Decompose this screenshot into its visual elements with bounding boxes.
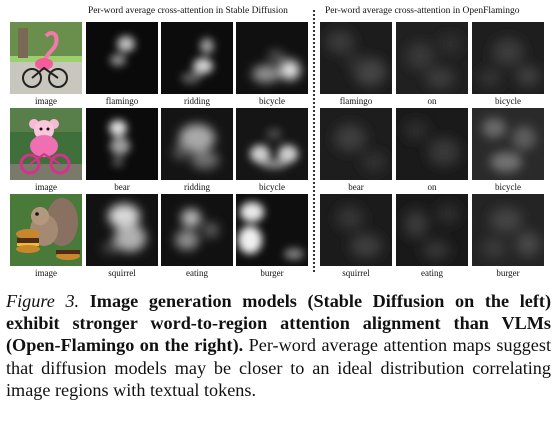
of-word-label: bicycle (495, 182, 521, 192)
sd-attention-map-bicycle (236, 22, 308, 94)
image-label: image (35, 182, 57, 192)
of-word-label: on (427, 182, 437, 192)
sd-attention-map-squirrel (86, 194, 158, 266)
of-word-label: eating (421, 268, 443, 278)
sd-word-label: eating (186, 268, 208, 278)
figure-number: Figure 3. (6, 291, 80, 311)
caption-body: Per-word average attention maps suggest … (6, 335, 551, 400)
of-word-label: bear (348, 182, 364, 192)
sd-attention-map-ridding (161, 108, 233, 180)
sd-word-label: ridding (184, 96, 210, 106)
of-word-label: burger (496, 268, 520, 278)
of-attention-map-on (396, 22, 468, 94)
sd-word-label: bicycle (259, 96, 285, 106)
of-attention-map-bicycle (472, 108, 544, 180)
of-attention-map-eating (396, 194, 468, 266)
section-title-stable-diffusion: Per-word average cross-attention in Stab… (88, 6, 288, 16)
sd-word-label: squirrel (108, 268, 136, 278)
sd-word-label: burger (260, 268, 284, 278)
of-attention-map-on (396, 108, 468, 180)
sd-attention-map-flamingo (86, 22, 158, 94)
sd-attention-map-bicycle (236, 108, 308, 180)
source-image-flamingo (10, 22, 82, 94)
sd-word-label: flamingo (105, 96, 139, 106)
section-title-openflamingo: Per-word average cross-attention in Open… (325, 6, 520, 16)
source-image-bear (10, 108, 82, 180)
image-label: image (35, 268, 57, 278)
sd-word-label: ridding (184, 182, 210, 192)
of-word-label: on (427, 96, 437, 106)
of-attention-map-burger (472, 194, 544, 266)
sd-attention-map-bear (86, 108, 158, 180)
sd-word-label: bicycle (259, 182, 285, 192)
caption-bold-statement: Image generation models (Stable Diffusio… (6, 291, 552, 356)
sd-word-label: bear (114, 182, 130, 192)
of-attention-map-squirrel (320, 194, 392, 266)
image-label: image (35, 96, 57, 106)
sd-attention-map-ridding (161, 22, 233, 94)
sd-attention-map-burger (236, 194, 308, 266)
of-attention-map-bicycle (472, 22, 544, 94)
of-attention-map-bear (320, 108, 392, 180)
panel-divider (313, 10, 315, 272)
of-word-label: squirrel (342, 268, 370, 278)
of-word-label: flamingo (339, 96, 373, 106)
of-attention-map-flamingo (320, 22, 392, 94)
sd-attention-map-eating (161, 194, 233, 266)
figure-caption: Figure 3. Image generation models (Stabl… (6, 290, 551, 401)
of-word-label: bicycle (495, 96, 521, 106)
source-image-squirrel (10, 194, 82, 266)
